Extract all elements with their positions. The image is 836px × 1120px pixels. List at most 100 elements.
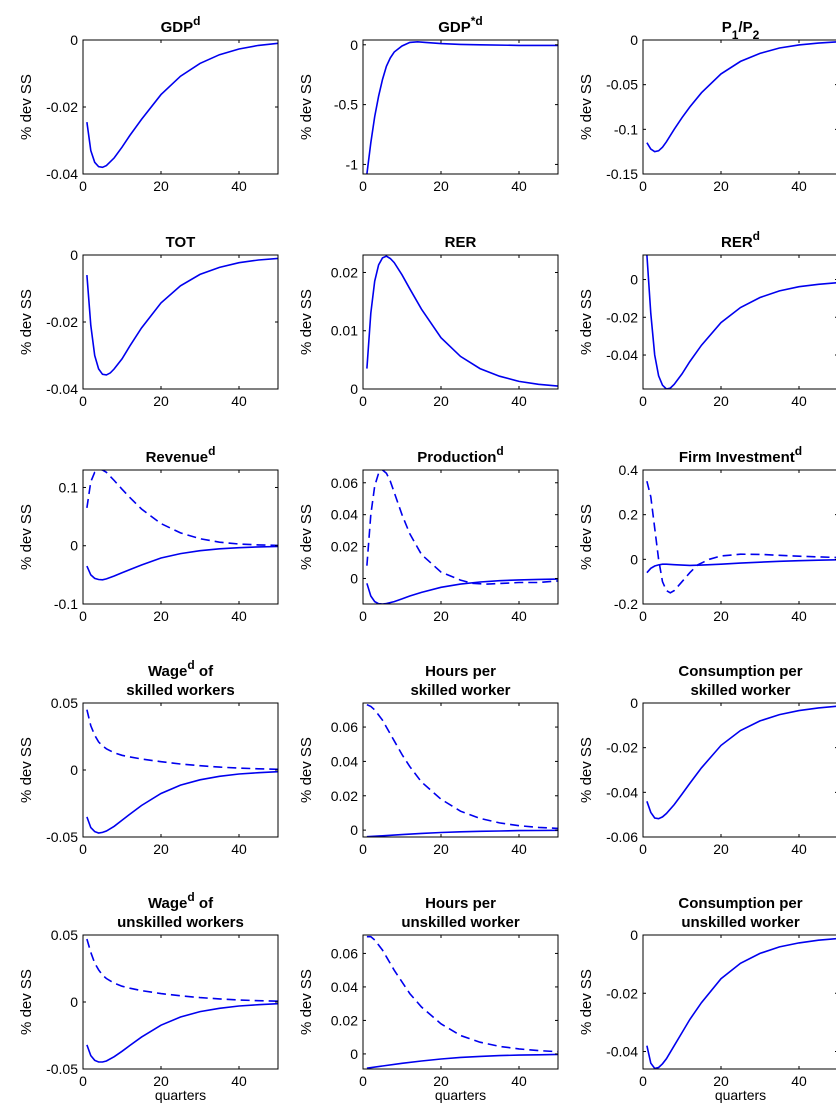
subplot-title-line: Waged of — [148, 658, 214, 680]
subplot-title: Firm Investmentd — [679, 444, 802, 466]
y-tick-label: 0.02 — [331, 788, 358, 804]
subplot-6: 0 -0.02 -0.04 0 20 40 % dev SS RERd — [578, 229, 836, 409]
y-tick-label: -0.04 — [606, 1044, 638, 1060]
y-axis-label: % dev SS — [578, 504, 595, 570]
x-tick-label: 40 — [231, 608, 247, 624]
x-tick-label: 0 — [359, 178, 367, 194]
series-line-solid — [86, 770, 278, 834]
x-axis-label: quarters — [715, 1087, 766, 1103]
title-superscript: d — [187, 890, 194, 904]
x-tick-label: 40 — [231, 178, 247, 194]
x-tick-label: 40 — [511, 393, 527, 409]
x-tick-label: 20 — [153, 1073, 169, 1089]
y-tick-label: -0.05 — [46, 1061, 78, 1077]
subplot-title: RER — [445, 234, 477, 251]
subplot-title: Productiond — [417, 444, 504, 466]
y-tick-label: 0 — [630, 551, 638, 567]
x-tick-label: 40 — [791, 393, 807, 409]
x-tick-label: 0 — [639, 608, 647, 624]
x-tick-label: 0 — [639, 178, 647, 194]
x-tick-label: 20 — [433, 608, 449, 624]
title-text: unskilled worker — [401, 914, 520, 931]
y-axis-label: % dev SS — [298, 504, 315, 570]
subplot-title-line: unskilled workers — [117, 914, 244, 931]
y-tick-label: 0 — [350, 1046, 358, 1062]
title-subscript: 1 — [732, 28, 739, 42]
x-tick-label: 20 — [153, 393, 169, 409]
y-tick-label: -0.02 — [606, 985, 638, 1001]
axes-box — [362, 254, 559, 390]
subplot-title: RERd — [721, 229, 760, 251]
subplot-title-line: unskilled worker — [681, 914, 800, 931]
title-text: GDP — [438, 19, 471, 36]
x-tick-label: 20 — [433, 178, 449, 194]
subplot-title-line: Consumption per — [678, 663, 802, 680]
subplot-title: GDPd — [161, 14, 201, 36]
title-subscript: 2 — [753, 28, 760, 42]
y-tick-label: 0 — [350, 37, 358, 53]
subplot-12: 0-0.02-0.04-0.060 20 40% dev SSConsumption… — [578, 663, 836, 857]
y-tick-label: -0.02 — [606, 740, 638, 756]
x-tick-label: 0 — [639, 1073, 647, 1089]
axes-box — [642, 469, 836, 605]
series-line-solid — [366, 829, 558, 837]
x-tick-label: 40 — [791, 1073, 807, 1089]
axes-box — [642, 39, 836, 175]
y-axis-label: % dev SS — [18, 969, 35, 1035]
y-tick-label: 0 — [70, 32, 78, 48]
y-tick-label: 0.04 — [331, 753, 358, 769]
series-line-solid — [86, 545, 278, 581]
title-text: Hours per — [425, 663, 496, 680]
subplot-title-line: unskilled worker — [401, 914, 520, 931]
series-line-solid — [366, 578, 558, 604]
title-text: /P — [738, 19, 752, 36]
title-superscript: d — [795, 444, 802, 458]
series-line-solid — [366, 255, 558, 387]
x-tick-label: 0 — [639, 393, 647, 409]
y-tick-label: -0.2 — [614, 596, 638, 612]
subplot-title-line: Hours per — [425, 663, 496, 680]
title-text: skilled worker — [690, 682, 790, 699]
y-tick-label: 0.02 — [331, 539, 358, 555]
x-tick-label: 0 — [79, 178, 87, 194]
axes-box — [362, 702, 559, 838]
y-tick-label: 0.06 — [331, 945, 358, 961]
subplot-title: GDP*d — [438, 14, 483, 36]
title-superscript: d — [496, 444, 503, 458]
x-tick-label: 40 — [511, 841, 527, 857]
y-axis-label: % dev SS — [298, 969, 315, 1035]
y-tick-label: 0.06 — [331, 475, 358, 491]
series-line-solid — [366, 40, 558, 174]
y-tick-label: -0.5 — [334, 97, 358, 113]
x-tick-label: 40 — [511, 1073, 527, 1089]
y-tick-label: -0.1 — [614, 121, 638, 137]
subplot-5: 0 0.01 0.02 0 20 40 % dev SS RER — [298, 234, 559, 409]
series-line-dashed — [366, 935, 558, 1053]
title-text: of — [195, 895, 214, 912]
y-tick-label: 0 — [350, 570, 358, 586]
series-line-dashed — [366, 470, 558, 585]
series-line-dashed — [646, 481, 836, 594]
x-axis-label: quarters — [435, 1087, 486, 1103]
subplot-title: P1/P2 — [722, 19, 760, 42]
subplot-title-line: Waged of — [148, 890, 214, 912]
x-tick-label: 20 — [713, 608, 729, 624]
y-tick-label: 0 — [350, 381, 358, 397]
y-tick-label: 0 — [70, 247, 78, 263]
series-line-dashed — [86, 470, 278, 547]
series-line-dashed — [86, 938, 278, 1002]
y-tick-label: 0 — [70, 762, 78, 778]
subplot-14: 0.06 0.04 0.02 00 20 40 % dev SS quarters Hours … — [298, 895, 559, 1103]
title-text: RER — [721, 234, 753, 251]
y-axis-label: % dev SS — [298, 74, 315, 140]
x-axis-label: quarters — [155, 1087, 206, 1103]
x-tick-label: 40 — [231, 1073, 247, 1089]
